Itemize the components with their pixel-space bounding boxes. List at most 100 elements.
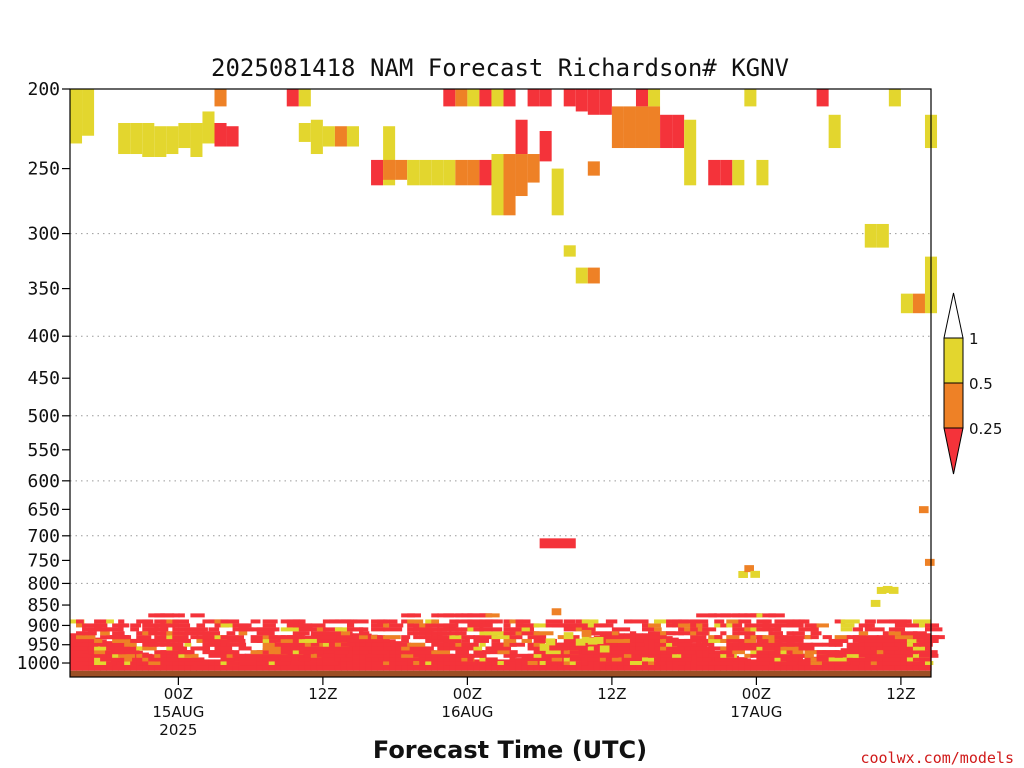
y-tick-label-200: 200: [27, 79, 60, 100]
bl-cell: [756, 659, 764, 671]
bl-cell: [762, 619, 772, 624]
bl-cell: [774, 642, 795, 647]
ri-cell: [503, 89, 516, 107]
bl-cell: [774, 619, 795, 624]
ri-cell: [599, 89, 612, 115]
bl-cell: [684, 638, 702, 643]
bl-cell: [172, 623, 179, 628]
bl-cell: [250, 619, 261, 624]
bl-cell: [599, 653, 619, 658]
bl-cell: [503, 653, 517, 658]
bl-cell: [768, 627, 782, 632]
bl-cell: [479, 623, 493, 628]
bl-cell: [882, 642, 895, 647]
bl-cell: [708, 638, 716, 643]
bl-cell: [491, 646, 512, 651]
bl-cell: [864, 623, 875, 628]
ri-cell: [864, 223, 877, 248]
bl-cell: [485, 650, 505, 655]
bl-cell: [256, 627, 277, 632]
bl-cell: [611, 631, 619, 636]
bl-cell: [509, 635, 521, 640]
bl-cell: [708, 661, 729, 666]
bl-cell: [515, 619, 531, 624]
bl-cell: [455, 631, 467, 636]
bl-cell: [810, 623, 819, 628]
bl-cell: [473, 635, 485, 640]
bl-cell: [346, 619, 354, 624]
bl-cell: [810, 635, 819, 640]
bl-cell: [870, 657, 883, 662]
bl-cell: [455, 646, 463, 651]
bl-cell: [864, 619, 876, 624]
legend-label-1: 0.5: [969, 375, 993, 393]
bl-cell: [888, 638, 897, 643]
bl-cell: [509, 631, 521, 636]
bl-cell: [690, 627, 698, 632]
bl-cell: [485, 659, 493, 671]
bl-cell: [407, 650, 428, 655]
bl-cell: [292, 642, 313, 647]
ri-cell: [142, 122, 155, 157]
bl-cell: [377, 650, 388, 655]
bl-cell: [900, 638, 911, 643]
bl-cell: [262, 623, 276, 628]
bl-cell: [250, 635, 264, 640]
bl-cell: [226, 661, 246, 666]
bl-cell: [112, 657, 125, 662]
bl-cell: [178, 635, 189, 640]
bl-cell: [810, 627, 819, 632]
ri-cell: [383, 159, 396, 180]
bl-cell: [340, 631, 351, 636]
bl-cell: [298, 623, 313, 628]
bl-cell: [226, 653, 235, 658]
bl-cell: [316, 635, 337, 640]
bl-cell: [732, 655, 739, 671]
bl-cell: [443, 638, 461, 643]
bl-cell: [533, 623, 549, 628]
bl-cell: [563, 619, 576, 624]
bl-cell: [479, 627, 493, 632]
bl-cell: [316, 638, 331, 643]
bl-cell: [762, 642, 774, 647]
bl-cell: [533, 653, 542, 658]
bl-cell: [88, 642, 98, 647]
bl-cell: [545, 619, 563, 624]
bl-cell: [443, 661, 461, 666]
bl-cell: [605, 661, 626, 666]
bl-cell: [220, 635, 228, 640]
bl-cell: [551, 608, 562, 616]
bl-cell: [581, 629, 592, 637]
bl-cell: [220, 657, 232, 662]
ri-cell: [178, 122, 191, 149]
bl-cell: [660, 638, 672, 643]
bl-cell: [328, 661, 339, 666]
bl-cell: [377, 635, 385, 640]
ri-cell: [587, 89, 600, 115]
bl-cell: [491, 619, 499, 624]
bl-cell: [136, 635, 152, 640]
bl-cell: [648, 657, 657, 662]
bl-cell: [708, 646, 725, 651]
bl-cell: [274, 638, 283, 643]
bl-cell: [503, 631, 512, 636]
bl-cell: [617, 638, 632, 643]
bl-cell: [419, 657, 426, 662]
bl-cell: [148, 661, 168, 666]
bl-cell: [894, 627, 906, 632]
bl-cell: [118, 653, 135, 658]
bl-cell: [756, 642, 768, 647]
bl-cell: [768, 653, 782, 658]
bl-cell: [744, 646, 762, 651]
bl-cell: [798, 627, 819, 632]
bl-cell: [864, 627, 885, 632]
ri-cell: [310, 119, 323, 155]
bl-cell: [172, 627, 180, 632]
bl-cell: [280, 627, 301, 632]
bl-cell: [310, 642, 320, 647]
bl-cell: [635, 638, 644, 643]
bl-cell: [846, 642, 862, 647]
bl-cell: [461, 638, 470, 643]
bl-cell: [172, 619, 189, 624]
bl-cell: [94, 638, 103, 643]
